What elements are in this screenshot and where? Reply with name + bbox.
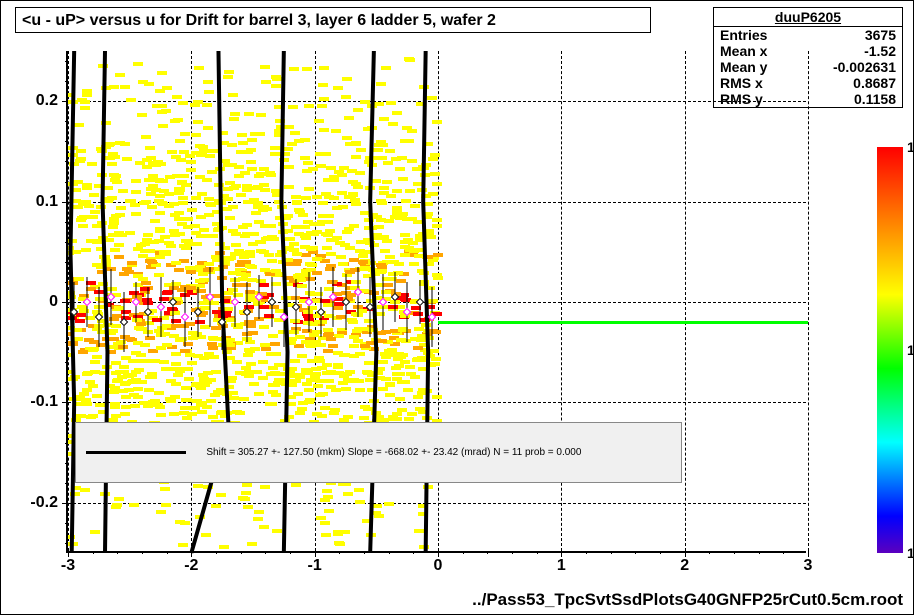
colorbar-tick: 1 <box>903 139 914 155</box>
fit-legend-text: Shift = 305.27 +- 127.50 (mkm) Slope = -… <box>206 447 581 458</box>
y-tick-label: 0.2 <box>36 92 68 110</box>
stats-name: duuP6205 <box>714 8 902 27</box>
y-tick-label: 0.1 <box>36 193 68 211</box>
x-tick-label: -2 <box>184 551 198 575</box>
colorbar-tick: 10 <box>903 342 914 358</box>
x-tick-label: 0 <box>434 551 443 575</box>
x-tick-label: 2 <box>680 551 689 575</box>
fit-legend: Shift = 305.27 +- 127.50 (mkm) Slope = -… <box>75 422 682 482</box>
x-tick-label: 3 <box>804 551 813 575</box>
colorbar: 11010 <box>877 147 903 553</box>
green-fit-line <box>438 321 808 324</box>
plot-area: -3-2-10123-0.2-0.100.10.2Shift = 305.27 … <box>66 51 806 553</box>
grid-v <box>808 51 809 551</box>
x-tick-label: 1 <box>557 551 566 575</box>
y-tick-label: -0.2 <box>30 494 68 512</box>
fit-line-sample <box>86 451 186 454</box>
stats-entries: Entries3675 <box>714 27 902 43</box>
x-tick-label: -3 <box>61 551 75 575</box>
plot-title: <u - uP> versus u for Drift for barrel 3… <box>15 7 651 33</box>
footer-path: ../Pass53_TpcSvtSsdPlotsG40GNFP25rCut0.5… <box>472 590 903 610</box>
x-tick-label: -1 <box>308 551 322 575</box>
colorbar-tick: 10 <box>903 545 914 561</box>
y-tick-label: -0.1 <box>30 393 68 411</box>
